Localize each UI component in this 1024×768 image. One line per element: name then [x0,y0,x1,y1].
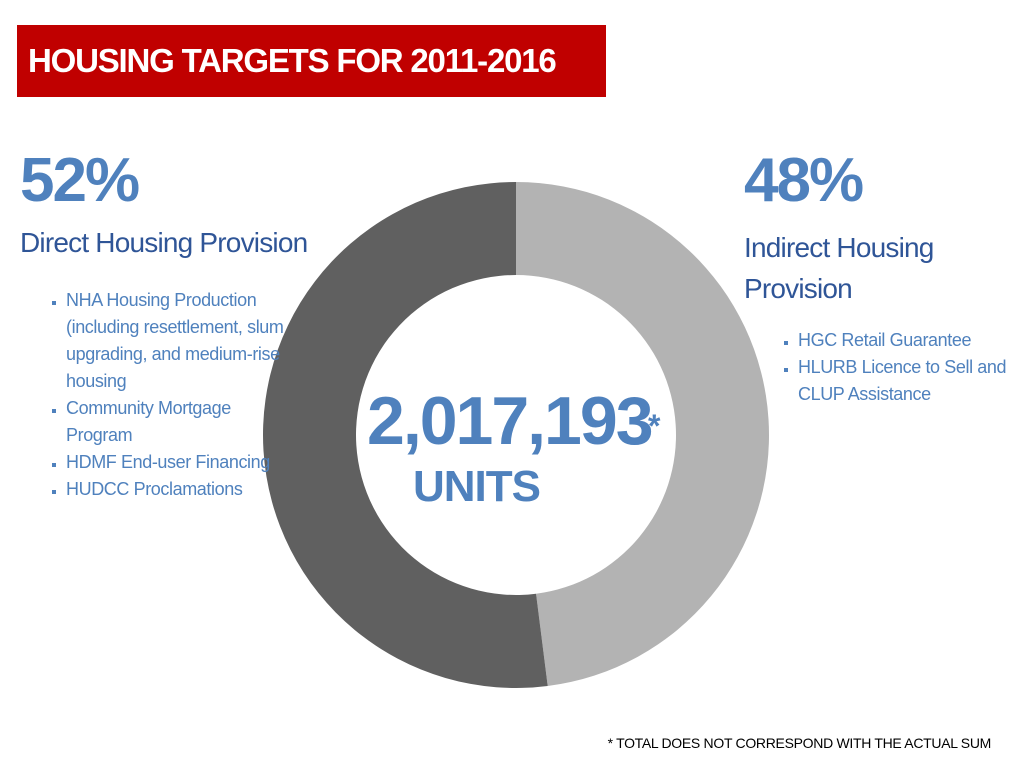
bullet-item: NHA Housing Production (including resett… [66,287,296,395]
center-value: 2,017,193 [367,383,654,459]
donut-slice [263,182,548,688]
category-label: Indirect Housing Provision [744,232,934,304]
center-unit: UNITS [413,462,541,511]
category-label: Direct Housing Provision [20,227,308,258]
bullet-item: HDMF End-user Financing [66,449,296,476]
bullet-list: NHA Housing Production (including resett… [20,287,296,503]
donut-slice [516,182,770,687]
bullet-item: HLURB Licence to Sell and CLUP Assistanc… [798,354,1018,408]
value-label: 48% [744,146,864,215]
bullet-item: HGC Retail Guarantee [798,327,1018,354]
bullet-list: HGC Retail Guarantee HLURB Licence to Se… [752,327,1018,408]
bullet-item: Community Mortgage Program [66,395,296,449]
chart-title: HOUSING TARGETS FOR 2011-2016 [28,42,557,79]
footnote: * TOTAL DOES NOT CORRESPOND WITH THE ACT… [607,735,992,751]
bullet-item: HUDCC Proclamations [66,476,296,503]
center-mark: * [648,408,661,444]
title-box [17,25,606,97]
value-label: 52% [20,146,140,215]
